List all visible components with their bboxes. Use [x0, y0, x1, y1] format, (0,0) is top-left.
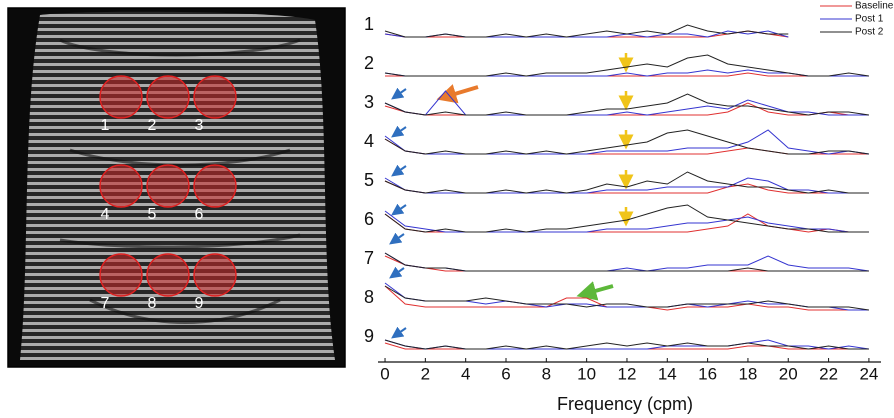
spectrum-line [384, 285, 869, 311]
roi-label: 3 [195, 117, 204, 134]
roi-circle [146, 75, 190, 119]
spectrum-line [384, 255, 869, 272]
x-tick-label: 12 [618, 364, 637, 383]
spectrum-line [384, 252, 869, 272]
roi-label: 7 [101, 295, 110, 312]
roi-circle [146, 164, 190, 208]
x-tick-label: 22 [819, 364, 838, 383]
roi-circle [146, 253, 190, 297]
spectrum-line [384, 282, 869, 311]
panel-label: 1 [364, 14, 374, 34]
roi-label: 6 [195, 206, 204, 223]
roi-label: 8 [148, 295, 157, 312]
panel-label: 5 [364, 170, 374, 190]
panel-label: 7 [364, 248, 374, 268]
x-tick-label: 4 [461, 364, 470, 383]
roi-circle [99, 164, 143, 208]
panel-label: 8 [364, 287, 374, 307]
roi-circle [193, 253, 237, 297]
spectrum-line [384, 339, 869, 350]
roi-label: 5 [148, 206, 157, 223]
roi-label: 2 [148, 117, 157, 134]
roi-label: 4 [101, 206, 110, 223]
x-tick-label: 14 [658, 364, 677, 383]
panel-label: 3 [364, 92, 374, 112]
x-tick-label: 8 [542, 364, 551, 383]
legend-label: Post 2 [855, 27, 884, 38]
roi-circle [99, 253, 143, 297]
x-tick-label: 16 [698, 364, 717, 383]
spectrum-line [384, 252, 869, 272]
roi-circle [193, 75, 237, 119]
roi-circle [99, 75, 143, 119]
spectrum-line [384, 69, 869, 77]
roi-circle [193, 164, 237, 208]
spectrum-line [384, 171, 869, 194]
x-tick-label: 18 [738, 364, 757, 383]
spectrum-line [384, 54, 869, 77]
x-tick-label: 20 [779, 364, 798, 383]
panel-label: 6 [364, 209, 374, 229]
panel-label: 2 [364, 53, 374, 73]
panel-label: 4 [364, 131, 374, 151]
roi-group: 1 2 3 4 5 6 7 8 9 [99, 75, 237, 312]
x-tick-label: 24 [859, 364, 878, 383]
x-tick-label: 0 [380, 364, 389, 383]
spectrum-line [384, 285, 869, 311]
x-tick-label: 10 [577, 364, 596, 383]
spectrum-line [384, 93, 869, 116]
x-tick-label: 2 [421, 364, 430, 383]
panel-label: 9 [364, 326, 374, 346]
roi-label: 1 [101, 117, 110, 134]
legend-label: Post 1 [855, 14, 884, 25]
annotation-arrows [389, 53, 634, 339]
spectrum-line [384, 24, 789, 38]
x-axis-label: Frequency (cpm) [557, 394, 693, 414]
spectrum-line [384, 204, 869, 233]
legend-label: Baseline [855, 1, 894, 12]
x-tick-label: 6 [501, 364, 510, 383]
roi-label: 9 [195, 295, 204, 312]
spectrum-line [384, 129, 869, 155]
